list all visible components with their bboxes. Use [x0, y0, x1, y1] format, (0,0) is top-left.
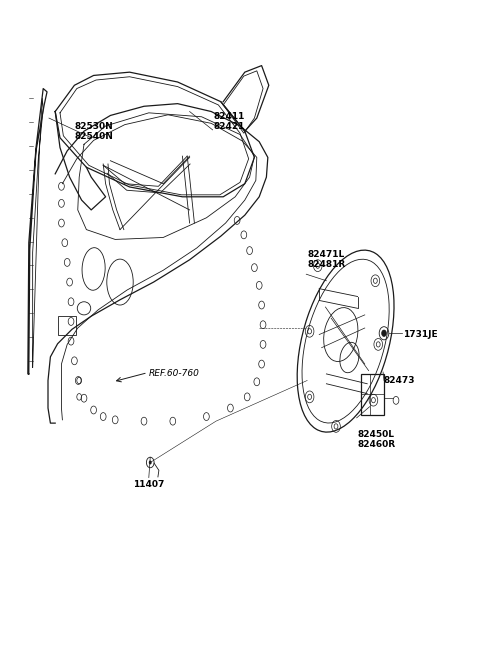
- Text: 82473: 82473: [384, 376, 416, 385]
- Text: 82471L
82481R: 82471L 82481R: [307, 249, 346, 269]
- Text: 82530N
82540N: 82530N 82540N: [74, 121, 113, 141]
- Text: REF.60-760: REF.60-760: [149, 369, 200, 379]
- Bar: [361, 374, 384, 415]
- Text: 11407: 11407: [133, 480, 165, 489]
- Text: 82411
82421: 82411 82421: [214, 112, 245, 131]
- Text: 1731JE: 1731JE: [403, 330, 438, 339]
- Circle shape: [382, 330, 386, 337]
- Circle shape: [149, 461, 152, 464]
- Bar: [58, 316, 76, 335]
- Text: 82450L
82460R: 82450L 82460R: [358, 430, 396, 449]
